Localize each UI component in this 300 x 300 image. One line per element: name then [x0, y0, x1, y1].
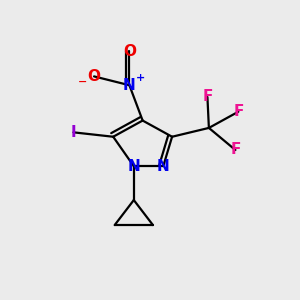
Text: −: −	[78, 77, 87, 87]
Text: F: F	[202, 89, 213, 104]
Text: +: +	[136, 73, 145, 83]
Text: F: F	[230, 142, 241, 158]
Text: N: N	[123, 78, 136, 93]
Text: O: O	[123, 44, 136, 59]
Text: O: O	[88, 69, 100, 84]
Text: I: I	[70, 125, 76, 140]
Text: N: N	[157, 159, 169, 174]
Text: N: N	[128, 159, 140, 174]
Text: F: F	[233, 104, 244, 119]
